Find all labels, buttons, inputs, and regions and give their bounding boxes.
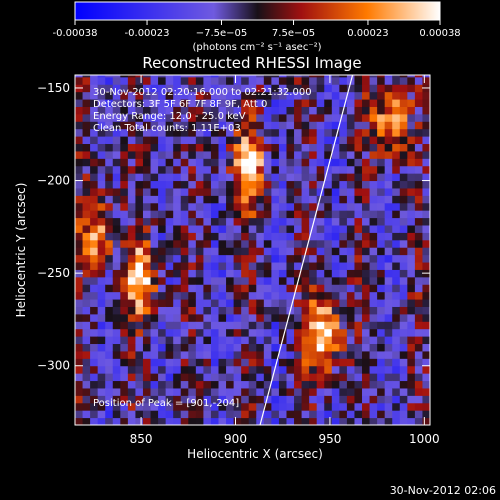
annotation-detectors: Detectors: 3F 5F 6F 7F 8F 9F, Att 0: [93, 99, 267, 110]
annotation-time: 30-Nov-2012 02:20:16.000 to 02:21:32.000: [93, 87, 312, 98]
annotation-clean: Clean Total counts: 1.11E+03: [93, 123, 241, 134]
colorbar-tick-label: -0.00038: [53, 28, 98, 39]
colorbar-tick-label: 0.00023: [347, 28, 388, 39]
colorbar-tick-label: −7.5e−05: [196, 28, 248, 39]
annotation-block: 30-Nov-2012 02:20:16.000 to 02:21:32.000…: [93, 87, 312, 134]
chart-title: Reconstructed RHESSI Image: [142, 54, 361, 72]
y-tick-label: −150: [37, 81, 70, 95]
y-axis-label: Heliocentric Y (arcsec): [14, 183, 28, 318]
colorbar-tick-label: -0.00023: [125, 28, 170, 39]
peak-position-label: Position of Peak = [901,-204]: [93, 398, 239, 409]
colorbar-tick-label: 7.5e−05: [272, 28, 315, 39]
y-tick-label: −200: [37, 174, 70, 188]
x-axis-label: Heliocentric X (arcsec): [187, 447, 323, 461]
x-tick-label: 1000: [409, 432, 440, 446]
axes: 850 900 950 1000 −150 −200 −250 −300: [37, 75, 440, 446]
colorbar: [74, 1, 441, 21]
limb-line: [259, 74, 354, 426]
heatmap: [75, 75, 430, 425]
y-tick-label: −300: [37, 359, 70, 373]
y-tick-label: −250: [37, 266, 70, 280]
x-tick-label: 950: [318, 432, 341, 446]
colorbar-ticks: -0.00038 -0.00023 −7.5e−05 7.5e−05 0.00023 0.…: [53, 20, 461, 39]
plot-frame: [74, 74, 431, 426]
annotation-energy: Energy Range: 12.0 - 25.0 keV: [93, 111, 246, 122]
colorbar-tick-label: 0.00038: [419, 28, 460, 39]
x-tick-label: 900: [224, 432, 247, 446]
colorbar-units: (photons cm⁻² s⁻¹ asec⁻²): [192, 42, 321, 53]
footer-date: 30-Nov-2012 02:06: [390, 484, 496, 497]
x-tick-label: 850: [130, 432, 153, 446]
